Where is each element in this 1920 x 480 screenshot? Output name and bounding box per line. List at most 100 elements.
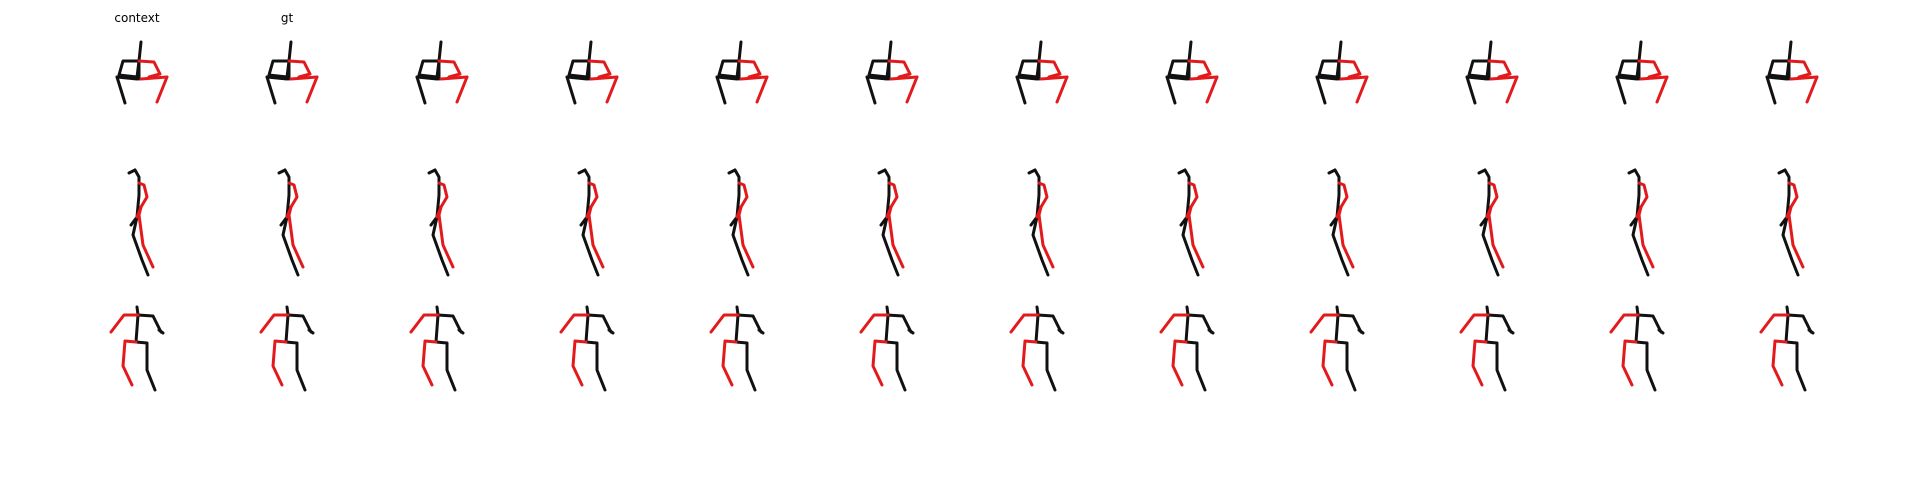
bone-segment	[285, 205, 293, 219]
bone-segment	[1621, 339, 1638, 387]
bone-segment	[584, 340, 607, 392]
bone-segment	[415, 75, 427, 105]
bone-segment	[1309, 313, 1340, 334]
bone-segment	[259, 313, 290, 334]
bone-segment	[1615, 75, 1639, 81]
bone-segment	[1315, 75, 1339, 81]
skeleton-back-view-frame-12	[1759, 305, 1815, 392]
skeleton-front-view-frame-6	[865, 40, 919, 105]
bone-segment	[739, 75, 769, 81]
bone-segment	[1339, 75, 1369, 81]
bone-segment	[559, 313, 590, 334]
skeleton-side-view-frame-4	[577, 168, 605, 277]
bone-segment	[1171, 339, 1188, 387]
bone-segment	[1037, 40, 1043, 63]
bone-segment	[1655, 75, 1669, 104]
bone-segment	[287, 40, 293, 63]
bone-segment	[305, 75, 319, 104]
bone-segment	[587, 213, 605, 269]
skeleton-back-view-frame-7	[1009, 305, 1065, 392]
bone-segment	[859, 313, 890, 334]
column-title-gt: gt	[281, 11, 294, 25]
bone-segment	[881, 215, 900, 277]
skeleton-back-view-frame-5	[709, 305, 765, 392]
skeleton-back-view-frame-4	[559, 305, 615, 392]
bone-segment	[1015, 75, 1027, 105]
bone-segment	[1465, 75, 1477, 105]
bone-segment	[1009, 313, 1040, 334]
skeleton-side-view-frame-8	[1177, 168, 1205, 277]
bone-segment	[439, 75, 469, 81]
bone-segment	[871, 339, 888, 387]
bone-segment	[155, 75, 169, 104]
bone-segment	[1787, 213, 1805, 269]
bone-segment	[1485, 205, 1493, 219]
bone-segment	[115, 75, 127, 105]
bone-segment	[1187, 213, 1205, 269]
bone-segment	[1055, 75, 1069, 104]
bone-segment	[1784, 340, 1807, 392]
bone-segment	[421, 339, 438, 387]
bone-segment	[135, 205, 143, 219]
bone-segment	[567, 59, 591, 79]
bone-segment	[271, 339, 288, 387]
bone-segment	[1765, 75, 1789, 81]
bone-segment	[1781, 215, 1800, 277]
bone-segment	[1331, 215, 1350, 277]
bone-segment	[887, 213, 905, 269]
skeleton-side-view-frame-12	[1777, 168, 1805, 277]
bone-segment	[1471, 339, 1488, 387]
skeleton-side-view-frame-3	[427, 168, 455, 277]
bone-segment	[1637, 213, 1655, 269]
bone-segment	[587, 40, 593, 63]
bone-segment	[1039, 75, 1069, 81]
bone-segment	[571, 339, 588, 387]
bone-segment	[1159, 313, 1190, 334]
skeleton-front-view-frame-3	[415, 40, 469, 105]
skeleton-side-view-frame-7	[1027, 168, 1055, 277]
bone-segment	[417, 59, 441, 79]
bone-segment	[1317, 59, 1341, 79]
bone-segment	[865, 75, 889, 81]
bone-segment	[607, 328, 615, 335]
bone-segment	[737, 213, 755, 269]
bone-segment	[709, 313, 740, 334]
bone-segment	[715, 75, 739, 81]
bone-segment	[1787, 59, 1812, 79]
bone-segment	[1184, 313, 1190, 344]
bone-segment	[1036, 313, 1063, 334]
bone-segment	[286, 313, 313, 334]
bone-segment	[1657, 328, 1665, 335]
bone-segment	[1335, 205, 1343, 219]
column-title-context: context	[114, 11, 160, 25]
bone-segment	[1037, 59, 1062, 79]
skeleton-side-view-frame-1	[127, 168, 155, 277]
skeleton-side-view-frame-2	[277, 168, 305, 277]
bone-segment	[589, 75, 619, 81]
bone-segment	[581, 215, 600, 277]
bone-segment	[1486, 313, 1513, 334]
bone-segment	[1635, 205, 1643, 219]
bone-segment	[1186, 313, 1213, 334]
bone-segment	[265, 75, 289, 81]
bone-segment	[137, 59, 162, 79]
bone-segment	[1786, 313, 1813, 334]
bone-segment	[734, 340, 757, 392]
bone-segment	[457, 328, 465, 335]
bone-segment	[437, 59, 462, 79]
bone-segment	[434, 313, 440, 344]
bone-segment	[1784, 313, 1790, 344]
bone-segment	[109, 313, 140, 334]
bone-segment	[907, 328, 915, 335]
bone-segment	[715, 75, 727, 105]
bone-segment	[1789, 75, 1819, 81]
bone-segment	[1021, 339, 1038, 387]
bone-segment	[134, 313, 140, 344]
bone-segment	[1167, 59, 1191, 79]
bone-segment	[1505, 75, 1519, 104]
bone-segment	[755, 75, 769, 104]
bone-segment	[1771, 339, 1788, 387]
bone-segment	[1337, 59, 1362, 79]
skeleton-back-view-frame-3	[409, 305, 465, 392]
bone-segment	[735, 205, 743, 219]
